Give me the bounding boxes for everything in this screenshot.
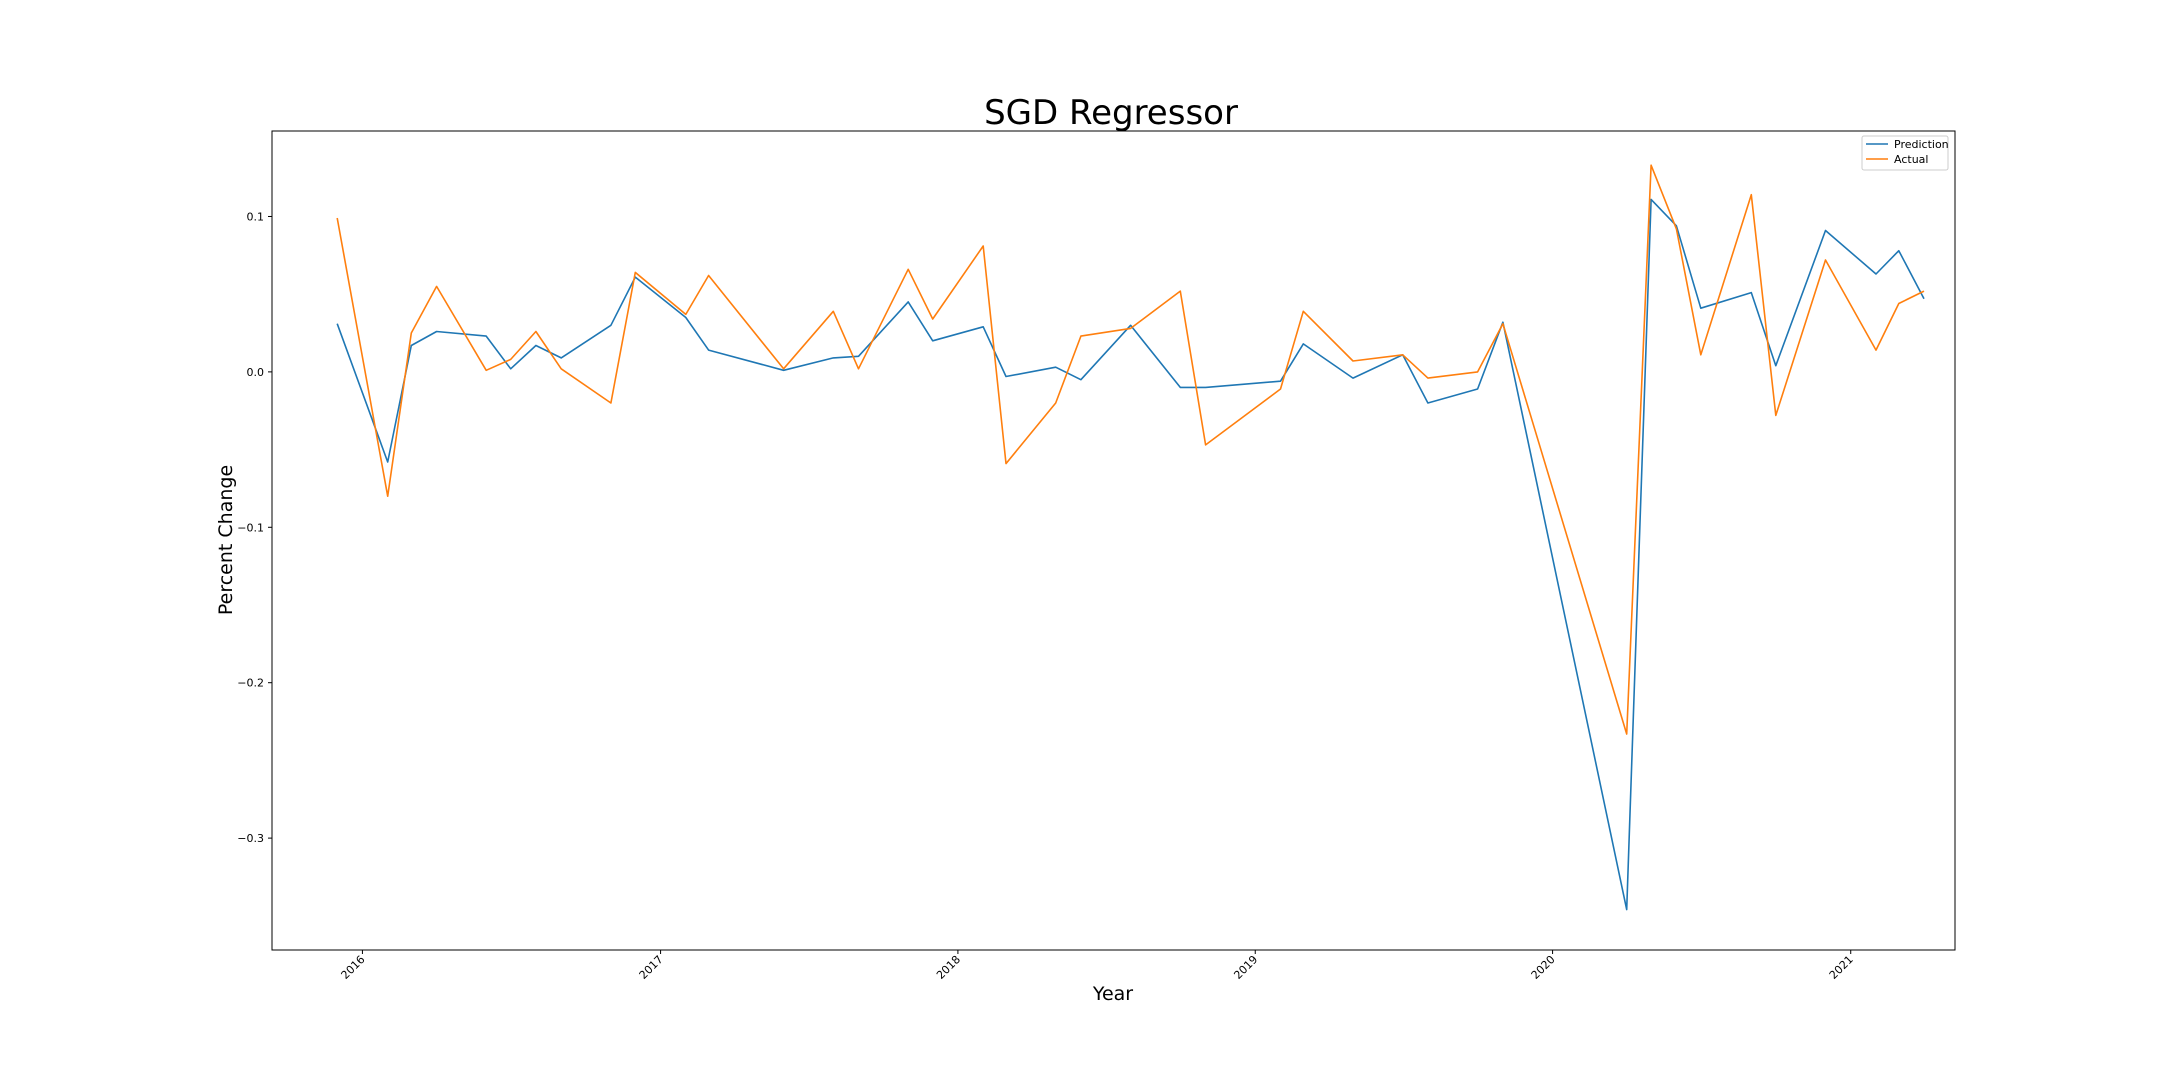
x-tick-label-2020: 2020 <box>1529 953 1558 982</box>
plot-area <box>271 130 1956 951</box>
chart-title: SGD Regressor <box>984 93 1238 133</box>
legend-label-prediction: Prediction <box>1894 138 1949 151</box>
legend: Prediction Actual <box>1861 135 1949 171</box>
x-tick-label-2017: 2017 <box>637 953 666 982</box>
y-axis: 0.1 0.0 −0.1 −0.2 −0.3 <box>237 210 272 845</box>
x-tick-label-2019: 2019 <box>1231 953 1260 982</box>
x-tick-label-2016: 2016 <box>339 953 368 982</box>
y-tick-label: −0.2 <box>237 677 264 690</box>
y-axis-label: Percent Change <box>215 465 237 615</box>
x-axis-label: Year <box>1092 983 1133 1005</box>
series-line-prediction <box>336 198 1925 911</box>
x-axis: 2016 2017 2018 2019 2020 2021 <box>339 950 1856 982</box>
x-tick-label-2018: 2018 <box>934 953 963 982</box>
series-lines <box>336 164 1925 911</box>
series-line-actual <box>336 164 1925 735</box>
y-tick-label: −0.1 <box>237 521 264 534</box>
legend-label-actual: Actual <box>1894 153 1928 166</box>
x-tick-label-2021: 2021 <box>1827 953 1856 982</box>
y-tick-label: −0.3 <box>237 832 264 845</box>
y-tick-label: 0.1 <box>247 210 265 223</box>
y-tick-label: 0.0 <box>247 366 265 379</box>
